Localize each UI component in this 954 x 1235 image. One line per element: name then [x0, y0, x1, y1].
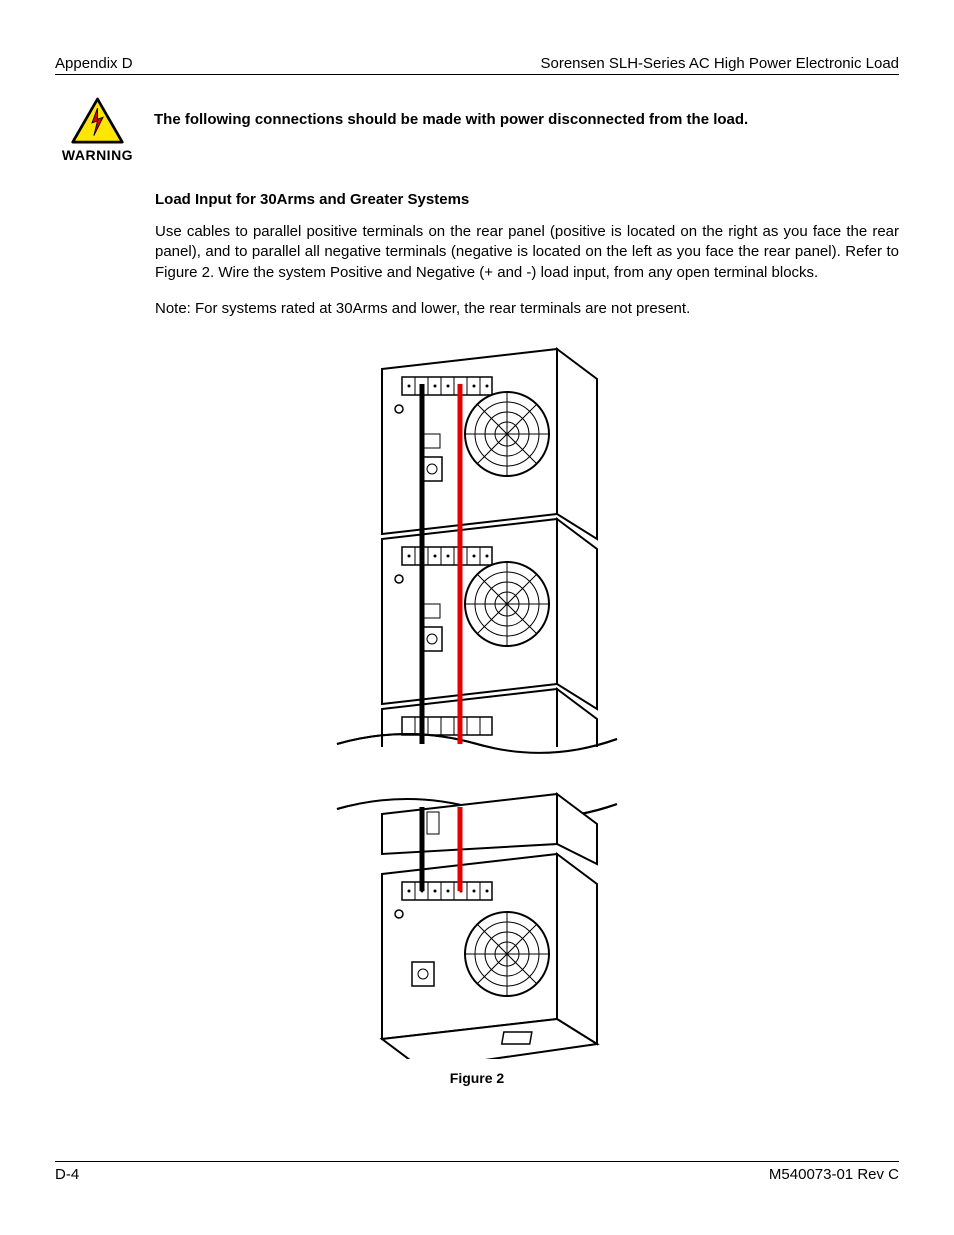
footer-right: M540073-01 Rev C [769, 1166, 899, 1183]
warning-row: WARNING The following connections should… [55, 97, 899, 163]
figure-caption: Figure 2 [55, 1070, 899, 1086]
warning-block: WARNING [55, 97, 140, 163]
figure-container: Figure 2 [55, 339, 899, 1086]
section-note: Note: For systems rated at 30Arms and lo… [155, 299, 899, 319]
document-page: Appendix D Sorensen SLH-Series AC High P… [0, 0, 954, 1235]
warning-triangle-icon [70, 97, 125, 145]
section-body: Use cables to parallel positive terminal… [155, 222, 899, 283]
section-title: Load Input for 30Arms and Greater System… [155, 191, 899, 208]
section: Load Input for 30Arms and Greater System… [155, 191, 899, 319]
warning-label: WARNING [62, 147, 133, 163]
footer-left: D-4 [55, 1166, 79, 1183]
header-left: Appendix D [55, 55, 133, 72]
figure-2-diagram [327, 339, 627, 1059]
warning-text: The following connections should be made… [154, 97, 748, 128]
header-right: Sorensen SLH-Series AC High Power Electr… [540, 55, 899, 72]
page-footer: D-4 M540073-01 Rev C [55, 1161, 899, 1183]
page-header: Appendix D Sorensen SLH-Series AC High P… [55, 55, 899, 75]
